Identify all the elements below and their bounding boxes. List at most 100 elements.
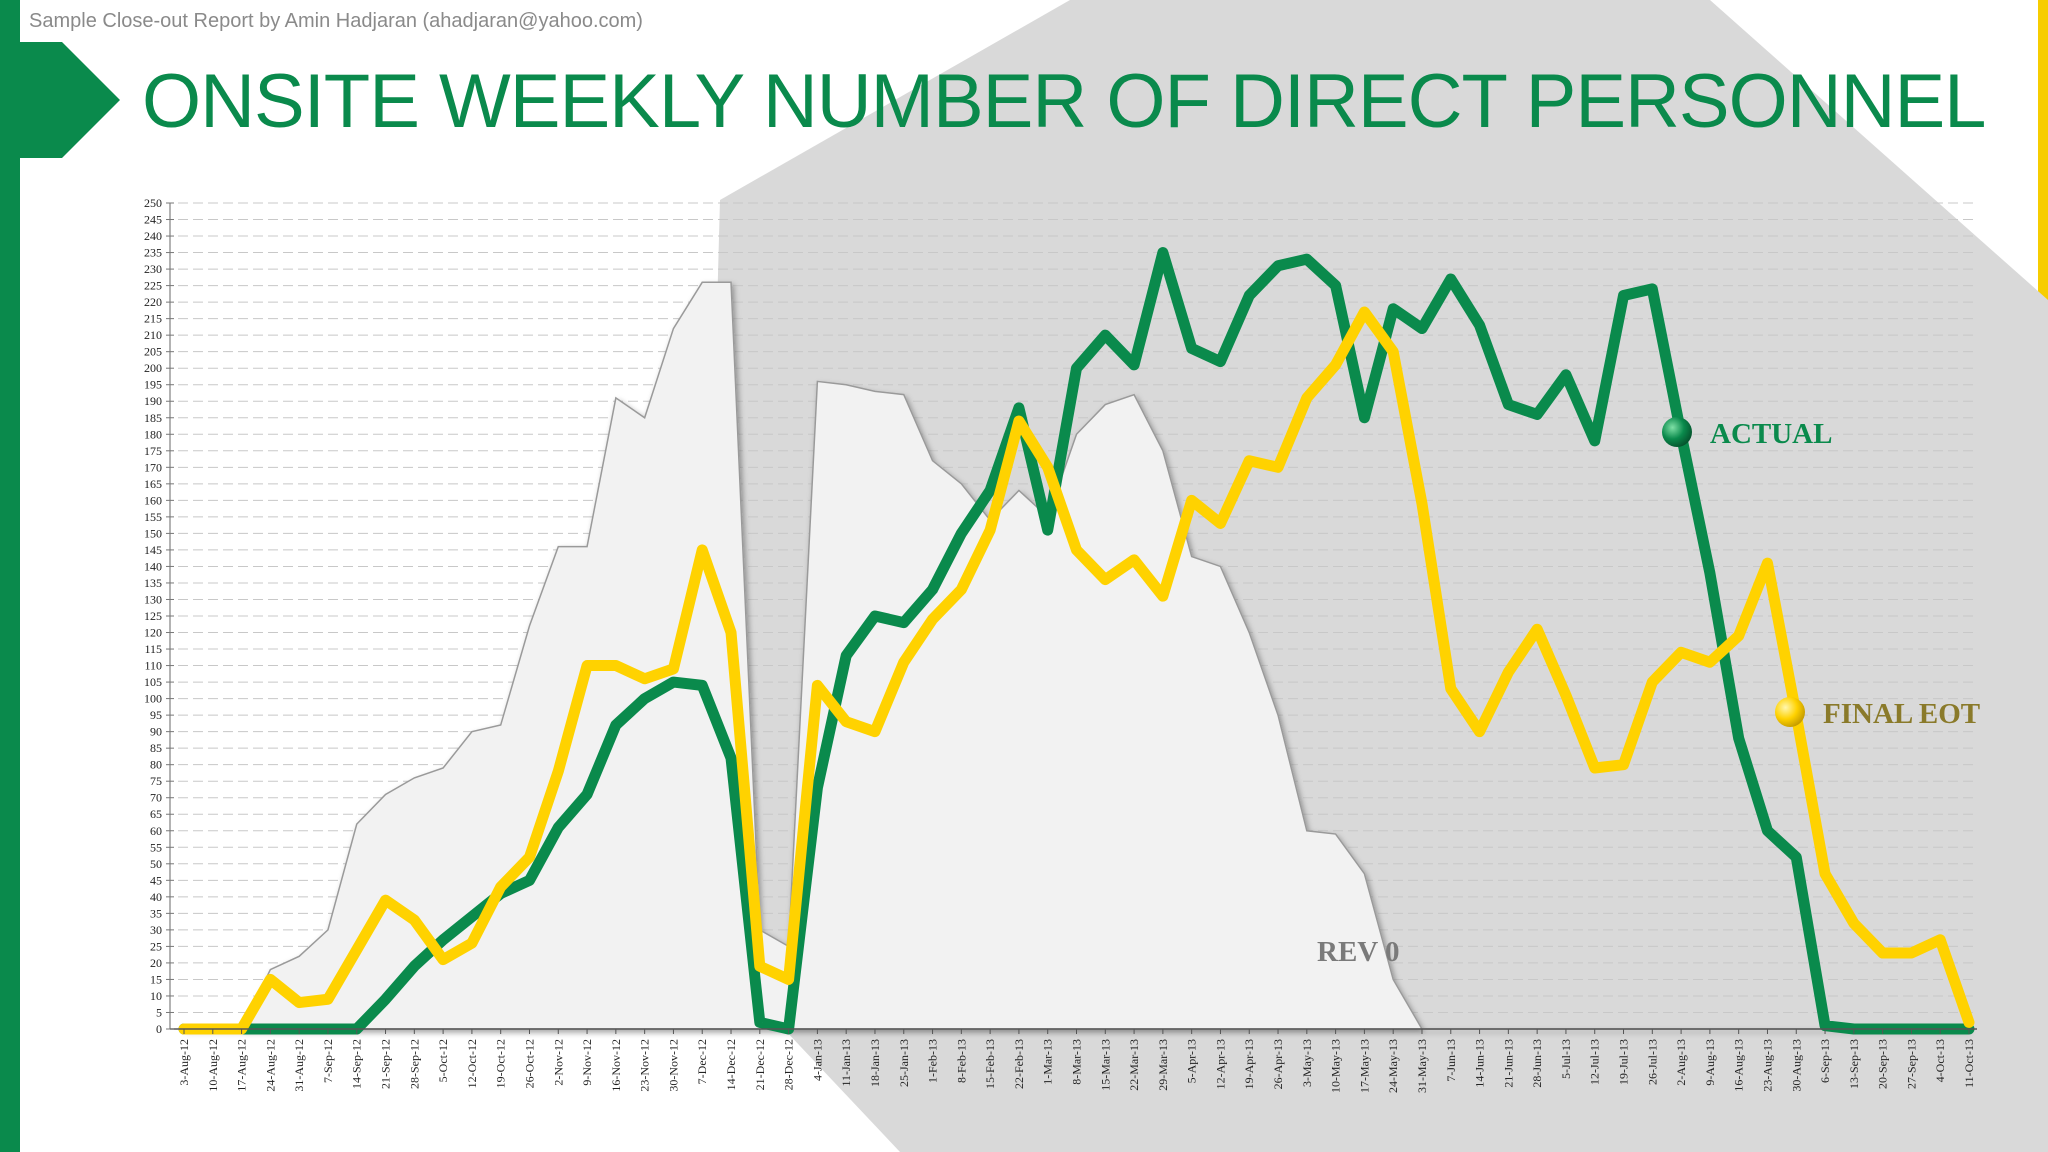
y-tick-label: 245 <box>144 213 162 227</box>
x-tick-label: 20-Sep-13 <box>1876 1039 1890 1089</box>
x-tick-label: 26-Apr-13 <box>1271 1039 1285 1089</box>
y-tick-label: 185 <box>144 411 162 425</box>
chart-axes <box>166 202 1977 1034</box>
x-tick-label: 8-Mar-13 <box>1070 1039 1084 1085</box>
y-tick-label: 225 <box>144 279 162 293</box>
x-tick-label: 31-May-13 <box>1415 1039 1429 1093</box>
x-tick-label: 11-Oct-13 <box>1962 1039 1976 1088</box>
y-tick-label: 15 <box>150 972 162 986</box>
x-tick-label: 28-Sep-12 <box>407 1039 421 1089</box>
x-tick-label: 10-Aug-12 <box>206 1039 220 1092</box>
x-tick-label: 3-May-13 <box>1300 1039 1314 1087</box>
x-tick-label: 16-Nov-12 <box>609 1039 623 1092</box>
x-tick-label: 27-Sep-13 <box>1904 1039 1918 1089</box>
x-tick-label: 12-Jul-13 <box>1588 1039 1602 1085</box>
x-tick-label: 19-Jul-13 <box>1617 1039 1631 1085</box>
x-tick-label: 17-Aug-12 <box>235 1039 249 1092</box>
x-tick-label: 30-Nov-12 <box>666 1039 680 1092</box>
y-tick-label: 90 <box>150 725 162 739</box>
y-tick-label: 155 <box>144 510 162 524</box>
x-tick-label: 2-Aug-13 <box>1674 1039 1688 1086</box>
x-tick-label: 22-Feb-13 <box>1012 1039 1026 1089</box>
y-tick-label: 30 <box>150 923 162 937</box>
y-tick-label: 150 <box>144 526 162 540</box>
y-tick-label: 175 <box>144 444 162 458</box>
y-tick-label: 190 <box>144 394 162 408</box>
x-tick-label: 22-Mar-13 <box>1127 1039 1141 1091</box>
left-accent-bar <box>0 0 20 1152</box>
x-tick-label: 23-Nov-12 <box>638 1039 652 1092</box>
y-tick-label: 80 <box>150 758 162 772</box>
x-tick-label: 14-Sep-12 <box>350 1039 364 1089</box>
x-tick-label: 9-Aug-13 <box>1703 1039 1717 1086</box>
x-tick-label: 21-Sep-12 <box>379 1039 393 1089</box>
y-tick-label: 40 <box>150 890 162 904</box>
x-tick-label: 21-Jun-13 <box>1501 1039 1515 1088</box>
y-tick-label: 120 <box>144 626 162 640</box>
title-arrow-icon <box>0 42 120 158</box>
final-eot-marker-icon <box>1775 697 1805 727</box>
y-tick-labels: 0 5 10 15 20 25 30 35 40 45 50 55 60 65 70 75 80 85 90 95 10… <box>144 196 162 1036</box>
y-tick-label: 85 <box>150 741 162 755</box>
y-tick-label: 200 <box>144 361 162 375</box>
x-tick-label: 4-Jan-13 <box>810 1039 824 1081</box>
x-tick-label: 28-Dec-12 <box>782 1039 796 1090</box>
actual-marker-icon <box>1662 417 1692 447</box>
y-tick-label: 220 <box>144 295 162 309</box>
y-tick-label: 210 <box>144 328 162 342</box>
y-tick-label: 135 <box>144 576 162 590</box>
page-title: ONSITE WEEKLY NUMBER OF DIRECT PERSONNEL <box>142 59 1986 144</box>
x-tick-label: 7-Dec-12 <box>695 1039 709 1084</box>
x-tick-label: 12-Oct-12 <box>465 1039 479 1088</box>
y-tick-label: 170 <box>144 460 162 474</box>
x-tick-label: 24-Aug-12 <box>263 1039 277 1092</box>
x-tick-label: 26-Oct-12 <box>522 1039 536 1088</box>
x-tick-label: 5-Apr-13 <box>1185 1039 1199 1083</box>
x-tick-label: 5-Oct-12 <box>436 1039 450 1082</box>
y-tick-label: 235 <box>144 246 162 260</box>
y-tick-label: 35 <box>150 906 162 920</box>
y-tick-label: 160 <box>144 493 162 507</box>
x-tick-label: 30-Aug-13 <box>1789 1039 1803 1092</box>
x-tick-label: 19-Apr-13 <box>1242 1039 1256 1089</box>
x-tick-label: 19-Oct-12 <box>494 1039 508 1088</box>
x-tick-label: 6-Sep-13 <box>1818 1039 1832 1083</box>
report-credit: Sample Close-out Report by Amin Hadjaran… <box>29 10 643 32</box>
x-tick-label: 3-Aug-12 <box>177 1039 191 1086</box>
y-tick-label: 100 <box>144 692 162 706</box>
x-tick-label: 26-Jul-13 <box>1645 1039 1659 1085</box>
y-tick-label: 195 <box>144 378 162 392</box>
y-tick-label: 130 <box>144 592 162 606</box>
x-tick-label: 14-Dec-12 <box>724 1039 738 1090</box>
x-tick-label: 31-Aug-12 <box>292 1039 306 1092</box>
x-tick-label: 1-Feb-13 <box>926 1039 940 1083</box>
x-tick-label: 13-Sep-13 <box>1847 1039 1861 1089</box>
y-tick-label: 95 <box>150 708 162 722</box>
x-tick-label: 1-Mar-13 <box>1041 1039 1055 1085</box>
y-tick-label: 115 <box>144 642 162 656</box>
x-tick-label: 17-May-13 <box>1357 1039 1371 1093</box>
x-tick-label: 14-Jun-13 <box>1473 1039 1487 1088</box>
x-tick-label: 15-Mar-13 <box>1098 1039 1112 1091</box>
x-tick-label: 18-Jan-13 <box>868 1039 882 1087</box>
actual-line <box>178 247 1975 1035</box>
y-tick-label: 0 <box>156 1022 162 1036</box>
rev0-series-label: REV 0 <box>1317 936 1399 968</box>
y-tick-label: 250 <box>144 196 162 210</box>
final-eot-line <box>178 306 1975 1035</box>
y-tick-label: 110 <box>144 659 162 673</box>
y-tick-label: 75 <box>150 774 162 788</box>
y-tick-label: 65 <box>150 807 162 821</box>
x-tick-label: 7-Jun-13 <box>1444 1039 1458 1082</box>
actual-series-label: ACTUAL <box>1710 418 1832 450</box>
x-tick-label: 7-Sep-12 <box>321 1039 335 1083</box>
y-tick-label: 50 <box>150 857 162 871</box>
x-tick-label: 29-Mar-13 <box>1156 1039 1170 1091</box>
y-tick-label: 165 <box>144 477 162 491</box>
x-tick-label: 15-Feb-13 <box>983 1039 997 1089</box>
x-tick-label: 16-Aug-13 <box>1732 1039 1746 1092</box>
y-tick-label: 25 <box>150 939 162 953</box>
y-tick-label: 240 <box>144 229 162 243</box>
x-tick-label: 23-Aug-13 <box>1760 1039 1774 1092</box>
